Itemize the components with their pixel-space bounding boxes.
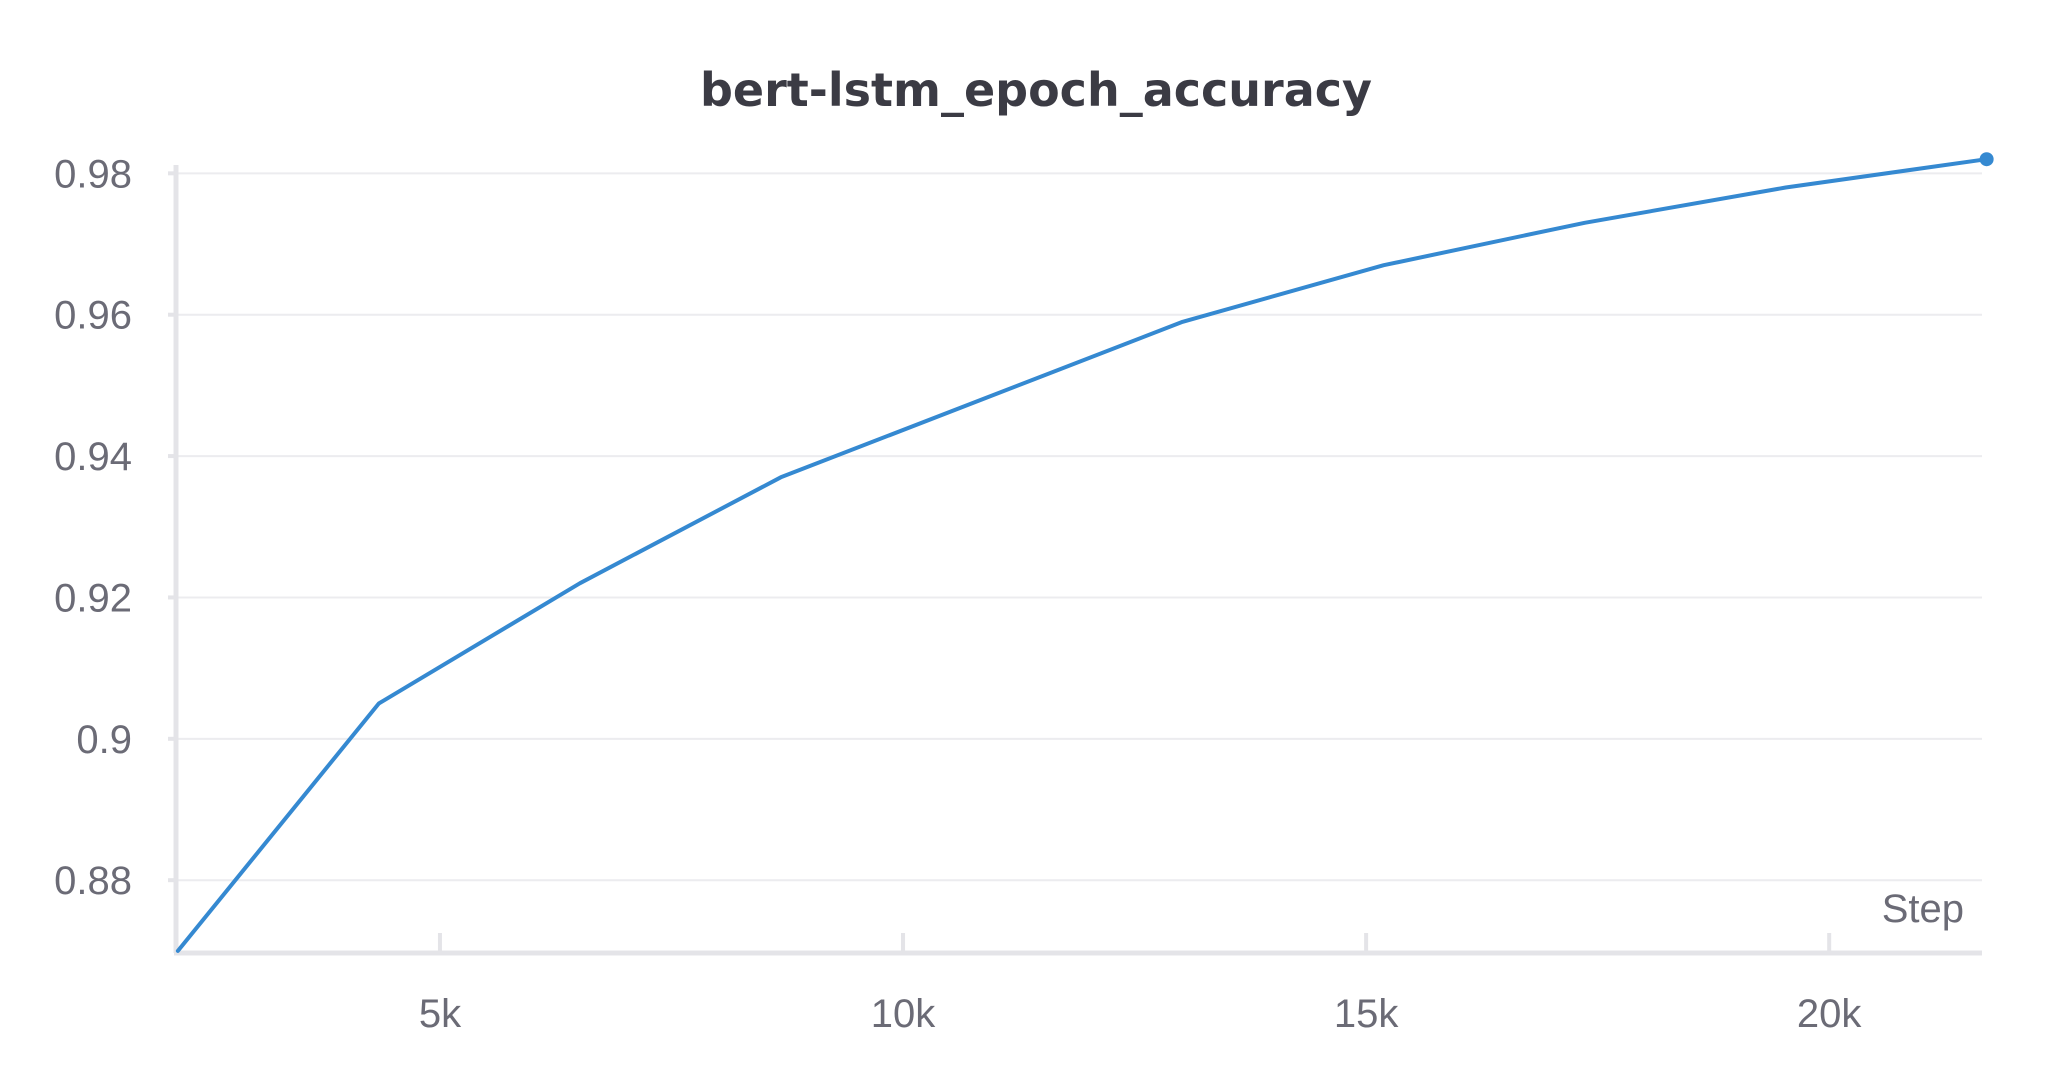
x-tick-label: 5k — [419, 992, 462, 1036]
chart-title: bert-lstm_epoch_accuracy — [700, 63, 1372, 117]
series-group — [175, 152, 1994, 953]
axes — [173, 165, 1982, 956]
x-tick-label: 10k — [871, 992, 936, 1036]
y-tick-label: 0.94 — [54, 435, 132, 479]
y-tick-label: 0.92 — [54, 576, 132, 620]
y-axis-ticks: 0.88 0.9 0.92 0.94 0.96 0.98 — [54, 152, 176, 903]
y-tick-label: 0.96 — [54, 294, 132, 338]
grid-lines — [176, 172, 1982, 882]
y-tick-label: 0.88 — [54, 859, 132, 903]
y-tick-label: 0.9 — [76, 718, 132, 762]
x-tick-label: 20k — [1797, 992, 1862, 1036]
x-axis-label: Step — [1882, 887, 1964, 931]
x-axis-ticks: 5k 10k 15k 20k — [419, 933, 1862, 1036]
x-tick-label: 15k — [1334, 992, 1399, 1036]
series-end-point[interactable] — [1979, 152, 1994, 167]
y-tick-label: 0.98 — [54, 152, 132, 196]
series-line — [175, 157, 1989, 953]
